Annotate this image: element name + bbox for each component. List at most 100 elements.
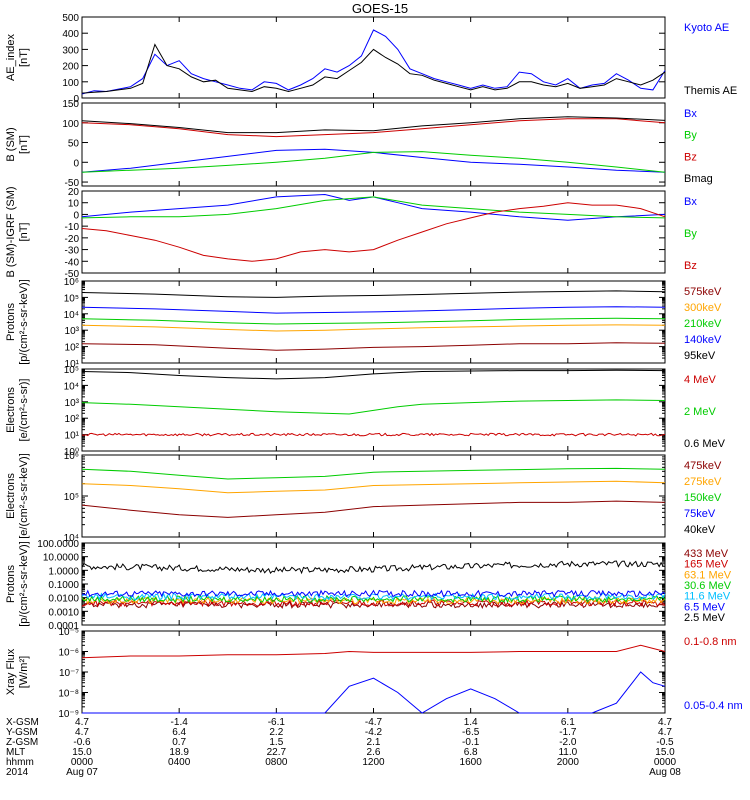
y-tick-label: 10⁻⁶: [58, 648, 79, 659]
y-axis-label: [nT]: [18, 135, 30, 154]
legend-entry: Bz: [684, 151, 697, 163]
y-tick-label: 500: [62, 13, 79, 24]
footer-cell: 0000: [654, 757, 677, 768]
y-tick-label: 10⁵: [64, 293, 79, 304]
legend-entry: Bmag: [684, 173, 713, 185]
y-tick-label: 1.0000: [48, 566, 79, 577]
footer-cell: -0.5: [656, 737, 674, 748]
footer-cell: 15.0: [72, 747, 92, 758]
y-tick-label: -20: [65, 234, 80, 245]
y-tick-label: 10²: [65, 414, 80, 425]
footer-cell: 4.7: [75, 727, 89, 738]
legend-entry: 0.6 MeV: [684, 438, 726, 450]
panel-1: 0 100 200 300 400 500 AE_index [nT] Kyoto AE Them…: [5, 13, 737, 105]
legend-entry: 40keV: [684, 524, 716, 536]
footer-cell: -1.4: [171, 717, 189, 728]
y-axis-label: [e/(cm²-s-sr)]: [18, 379, 30, 442]
series-line-bz: [81, 202, 666, 262]
y-tick-label: 10⁻⁷: [59, 668, 79, 679]
y-axis-label: B (SM): [5, 127, 17, 161]
legend-entry: 30.6 MeV: [684, 580, 732, 592]
y-axis-label: Electrons: [5, 387, 17, 433]
y-tick-label: 10⁰: [64, 447, 79, 458]
panel-frame: [81, 280, 666, 364]
y-tick-label: -40: [65, 257, 80, 268]
y-tick-label: 200: [62, 62, 79, 73]
legend-entry: Themis AE: [684, 85, 737, 97]
panel-2: -50 0 50 100 150 B (SM) [nT] Bx By Bz Bmag: [5, 99, 713, 189]
footer-cell: Aug 08: [649, 767, 681, 778]
legend-entry: 275keV: [684, 476, 722, 488]
y-tick-label: -10: [65, 222, 80, 233]
y-tick-label: 10⁴: [64, 381, 79, 392]
y-tick-label: -50: [65, 269, 80, 280]
legend-entry: 6.5 MeV: [684, 601, 726, 613]
footer-cell: 4.7: [658, 727, 672, 738]
footer-cell: 0000: [71, 757, 94, 768]
series-line-300kev: [81, 324, 666, 332]
legend-entry: 95keV: [684, 350, 716, 362]
panel-7: 0.0001 0.0010 0.0100 0.1000 1.0000 10.0000 100…: [5, 539, 732, 632]
series-line-by: [81, 151, 666, 173]
legend-entry: 2.5 MeV: [684, 612, 726, 624]
y-axis-label: [nT]: [18, 48, 30, 67]
series-line-140kev: [81, 306, 666, 314]
footer-row-label: Y-GSM: [6, 727, 38, 738]
legend-entry: 150keV: [684, 492, 722, 504]
y-tick-label: 0: [73, 210, 79, 221]
y-tick-label: 10⁶: [64, 277, 79, 288]
footer-cell: 1200: [362, 757, 385, 768]
series-line-165-mev: [81, 598, 666, 608]
series-line-275kev: [81, 480, 666, 494]
footer-cell: 11.0: [558, 747, 577, 758]
footer-cell: Aug 07: [66, 767, 98, 778]
series-line-themis-ae: [81, 43, 666, 94]
footer-cell: 2.2: [269, 727, 283, 738]
legend-entry: Bx: [684, 108, 697, 120]
footer-cell: -4.2: [365, 727, 383, 738]
y-axis-label: Electrons: [5, 473, 17, 519]
legend-entry: Bx: [684, 196, 697, 208]
series-line-by: [81, 196, 666, 219]
footer-cell: 4.7: [658, 717, 672, 728]
y-tick-label: 300: [62, 45, 79, 56]
legend-entry: 433 MeV: [684, 548, 729, 560]
series-line-bz: [81, 118, 666, 138]
footer-cell: 1600: [460, 757, 483, 768]
legend-entry: By: [684, 228, 697, 240]
y-axis-label: [nT]: [18, 223, 30, 242]
footer-cell: 2.6: [367, 747, 381, 758]
y-tick-label: -30: [65, 246, 80, 257]
series-line-2.5-mev: [81, 560, 666, 575]
y-axis-label: [p/(cm²-s-sr-keV)]: [18, 279, 30, 365]
footer-row-label: Z-GSM: [6, 737, 38, 748]
y-tick-label: 0.0010: [48, 607, 79, 618]
y-tick-label: 10³: [65, 326, 80, 337]
panel-4: 10¹ 10² 10³ 10⁴ 10⁵ 10⁶ Protons [p/(cm²-s-sr-ke…: [5, 277, 722, 370]
y-tick-label: 10.0000: [43, 553, 80, 564]
footer-cell: 0400: [168, 757, 191, 768]
footer-cell: 1.5: [269, 737, 283, 748]
series-line-0.6-mev: [81, 369, 666, 380]
footer-cell: -1.7: [559, 727, 577, 738]
y-tick-label: 10²: [65, 343, 80, 354]
series-line-95kev: [81, 290, 666, 298]
legend-entry: Kyoto AE: [684, 22, 729, 34]
y-tick-label: 100.0000: [37, 539, 79, 550]
panel-8: 10⁻⁹ 10⁻⁸ 10⁻⁷ 10⁻⁶ 10⁻⁵ Xray Flux [W/m²] 0.1-0…: [5, 627, 743, 720]
y-tick-label: 10: [68, 199, 80, 210]
footer-cell: 6.1: [561, 717, 575, 728]
y-tick-label: 10⁻⁵: [58, 627, 79, 638]
panel-frame: [81, 630, 666, 714]
plot-title: GOES-15: [352, 1, 408, 16]
panel-frame: [81, 102, 666, 187]
y-tick-label: 0.0100: [48, 594, 79, 605]
y-tick-label: 0.1000: [48, 580, 79, 591]
y-tick-label: 10⁴: [64, 533, 79, 544]
y-tick-label: 0: [73, 94, 79, 105]
y-tick-label: 10⁴: [64, 310, 79, 321]
legend-entry: 140keV: [684, 334, 722, 346]
series-line-6.5-mev: [81, 589, 666, 598]
y-axis-label: AE_index: [5, 33, 17, 81]
